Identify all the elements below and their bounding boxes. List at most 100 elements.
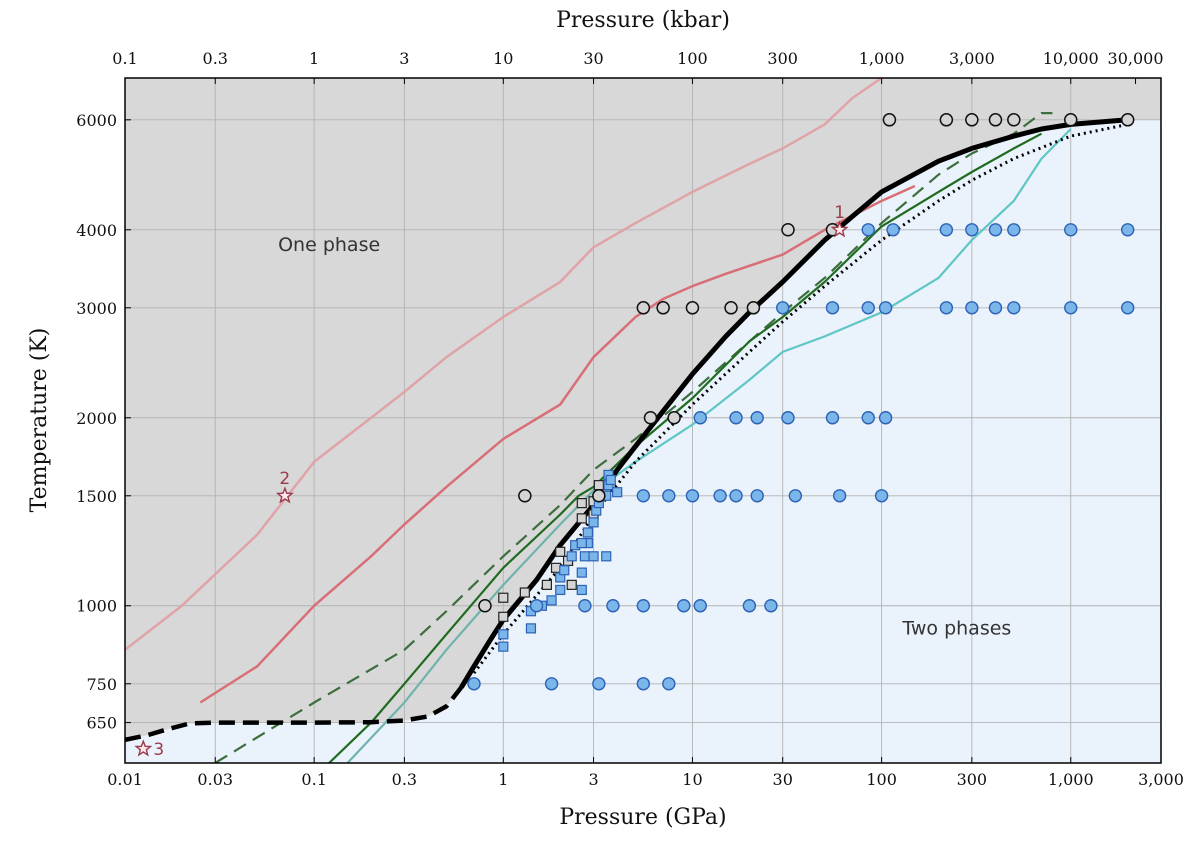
dark_green-line [328, 132, 1043, 763]
one-phase-circle-7 [746, 301, 761, 315]
star-label-1: 1 [834, 203, 845, 223]
dashed_green-line [214, 112, 1053, 763]
y-tick-label-6: 4000 [76, 221, 117, 240]
two-phase-circle-35 [988, 301, 1003, 315]
cyan-line [616, 128, 1072, 476]
two-phase-circle-22 [693, 411, 707, 425]
blue-square-0 [498, 629, 509, 640]
one-phase-region [125, 78, 1161, 740]
two-phase-circle-3 [636, 677, 651, 691]
plot-border [124, 77, 1162, 764]
y-tick-label-3: 1500 [76, 487, 117, 506]
two-phase-circle-27 [861, 411, 875, 425]
x2-tick-label-8: 1,000 [859, 49, 905, 68]
blue-square-24 [612, 487, 623, 498]
two-phase-circle-8 [636, 599, 651, 613]
one-phase-circle-16 [1007, 113, 1021, 127]
blue-square-8 [559, 565, 570, 576]
red-line [199, 184, 916, 704]
y-tick-label-1: 750 [86, 675, 117, 694]
star-markers: 1 2 3 [134, 203, 849, 760]
blue-square-6 [555, 584, 566, 596]
blue-square-18 [601, 551, 612, 562]
star-marker-1 [830, 220, 849, 238]
two-phase-circle-0 [467, 677, 481, 691]
blue-square-19 [588, 517, 599, 528]
x2-tick-label-4: 10 [493, 49, 513, 68]
two-phase-circle-19 [788, 489, 803, 503]
region-label-0: One phase [278, 234, 380, 256]
tick-labels: 0.01 0.03 0.1 0.3 1 3 10 30 100 300 1,000 3,000 0.1 0… [76, 49, 1184, 789]
two-phase-circle-7 [606, 599, 620, 613]
x2-tick-label-0: 0.1 [112, 49, 137, 68]
two-phase-circle-41 [939, 223, 954, 237]
two-phase-circle-17 [729, 489, 743, 503]
x-tick-label-6: 10 [682, 770, 702, 789]
star-label-3: 3 [153, 740, 164, 760]
gray-square-2 [519, 587, 530, 598]
star-marker-2 [275, 486, 294, 504]
two-phase-circle-4 [662, 677, 676, 691]
two-phase-circle-18 [750, 489, 764, 503]
x2-tick-label-5: 30 [583, 49, 603, 68]
gray-square-8 [576, 513, 587, 524]
blue-square-17 [588, 551, 599, 562]
two-phase-circle-40 [886, 223, 900, 237]
y-tick-label-0: 650 [86, 714, 117, 733]
x2-tick-label-7: 300 [767, 49, 798, 68]
two-phase-circle-33 [939, 301, 954, 315]
one-phase-circle-5 [685, 301, 700, 315]
phase-regions [125, 78, 1161, 763]
x2-tick-label-9: 3,000 [949, 49, 995, 68]
blue-square-16 [576, 537, 587, 549]
two-phase-circle-25 [781, 411, 795, 425]
one-phase-circle-9 [667, 411, 681, 425]
boundary-dashed-line [125, 686, 464, 743]
two-phase-circle-1 [544, 677, 559, 691]
y-axis-title: Temperature (K) [27, 328, 52, 513]
two-phase-circle-37 [1064, 301, 1078, 315]
two-phase-circle-30 [825, 301, 840, 315]
x2-tick-label-11: 30,000 [1108, 49, 1164, 68]
blue-square-2 [525, 623, 537, 634]
y-tick-label-4: 2000 [76, 409, 117, 428]
x2-tick-label-3: 3 [399, 49, 409, 68]
x2-axis-title: Pressure (kbar) [556, 8, 730, 33]
gray-square-9 [576, 498, 587, 509]
x-tick-label-4: 1 [498, 770, 508, 789]
x-tick-label-0: 0.01 [107, 770, 143, 789]
gray-square-1 [498, 611, 509, 622]
one-phase-circle-14 [965, 113, 979, 127]
two-phase-circle-29 [775, 301, 790, 315]
two-phase-circle-12 [764, 599, 778, 613]
one-phase-circle-8 [643, 411, 658, 425]
x2-tick-label-10: 10,000 [1043, 49, 1099, 68]
y-tick-label-5: 3000 [76, 299, 117, 318]
blue-square-9 [566, 551, 577, 562]
one-phase-circle-17 [1064, 113, 1078, 127]
plot-frame [124, 77, 1162, 764]
x-tick-label-1: 0.03 [197, 770, 233, 789]
gray-square-5 [555, 546, 566, 557]
x2-tick-label-2: 1 [309, 49, 319, 68]
x2-tick-label-6: 100 [677, 49, 708, 68]
gray-square-3 [541, 579, 552, 590]
gray-square-14 [593, 480, 604, 491]
two-phase-circle-2 [592, 677, 606, 691]
two-phase-circle-32 [878, 301, 893, 315]
x-tick-label-8: 100 [866, 770, 897, 789]
two-phase-circle-24 [750, 411, 764, 425]
blue-square-5 [546, 595, 557, 606]
x-tick-label-7: 30 [773, 770, 793, 789]
two-phase-circle-9 [677, 599, 691, 613]
star-label-2: 2 [279, 469, 290, 489]
blue-square-12 [576, 567, 587, 578]
light_red-line [125, 78, 883, 651]
two-phase-circle-21 [874, 489, 889, 503]
two-phase-circle-16 [713, 489, 727, 503]
x-tick-label-2: 0.1 [301, 770, 326, 789]
two-phase-circle-39 [861, 223, 875, 237]
one-phase-circle-3 [636, 301, 651, 315]
one-phase-circle-12 [882, 113, 897, 127]
